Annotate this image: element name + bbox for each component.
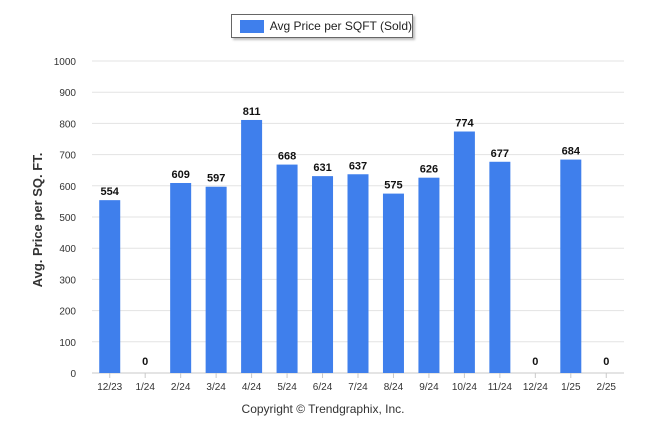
data-label: 668 [278,151,296,163]
bar [312,176,334,373]
data-label: 626 [420,164,438,176]
bar [418,177,440,373]
data-label: 677 [491,148,509,160]
x-tick-label: 4/24 [242,382,262,393]
x-tick-label: 7/24 [348,382,368,393]
y-tick-label: 700 [59,151,76,162]
x-tick-label: 2/25 [597,382,617,393]
x-tick-label: 2/24 [171,382,191,393]
y-axis-title: Avg. Price per SQ. FT. [30,153,45,288]
data-label: 575 [384,180,402,192]
data-label: 0 [142,356,148,368]
y-tick-label: 300 [59,275,76,286]
x-tick-label: 1/24 [135,382,155,393]
y-tick-label: 500 [59,213,76,224]
x-tick-label: 9/24 [419,382,439,393]
bar [560,159,582,373]
x-tick-label: 6/24 [313,382,333,393]
y-tick-label: 600 [59,182,76,193]
legend-swatch [240,19,264,33]
data-label: 554 [101,186,120,198]
data-label: 684 [562,146,581,158]
data-label: 811 [243,106,261,118]
y-tick-label: 800 [59,119,76,130]
data-label: 597 [207,173,225,185]
data-label: 0 [603,356,609,368]
x-tick-label: 8/24 [384,382,404,393]
bar [170,182,192,373]
y-tick-label: 400 [59,244,76,255]
copyright-notice: Copyright © Trendgraphix, Inc. [241,402,405,416]
x-tick-label: 3/24 [206,382,226,393]
bar [347,174,369,373]
y-tick-label: 0 [70,369,76,380]
chart-legend[interactable]: Avg Price per SQFT (Sold) [231,14,413,38]
y-tick-label: 200 [59,307,76,318]
data-label: 774 [455,118,474,130]
x-tick-label: 10/24 [452,382,477,393]
bar [205,186,227,373]
bar [99,200,121,373]
data-label: 637 [349,160,367,172]
y-tick-label: 900 [59,88,76,99]
bar [382,193,404,373]
x-tick-label: 11/24 [488,382,513,393]
bar [453,131,475,373]
data-label: 0 [532,356,538,368]
y-tick-label: 100 [59,338,76,349]
x-tick-label: 1/25 [561,382,581,393]
bar [241,119,263,373]
legend-label: Avg Price per SQFT (Sold) [269,19,412,33]
data-label: 609 [171,169,189,181]
data-label: 631 [313,162,331,174]
bar [276,164,298,373]
x-tick-label: 12/24 [523,382,548,393]
x-tick-label: 5/24 [277,382,297,393]
x-tick-label: 12/23 [97,382,122,393]
bar [489,161,511,373]
y-tick-label: 1000 [54,57,77,68]
